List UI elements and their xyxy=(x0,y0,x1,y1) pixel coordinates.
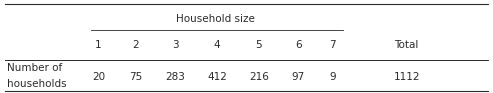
Text: 5: 5 xyxy=(255,40,262,50)
Text: 6: 6 xyxy=(295,40,302,50)
Text: households: households xyxy=(7,79,67,89)
Text: 1112: 1112 xyxy=(393,72,420,82)
Text: 97: 97 xyxy=(292,72,305,82)
Text: 1: 1 xyxy=(95,40,102,50)
Text: 75: 75 xyxy=(129,72,142,82)
Text: 9: 9 xyxy=(329,72,336,82)
Text: 412: 412 xyxy=(207,72,227,82)
Text: 3: 3 xyxy=(172,40,178,50)
Text: 216: 216 xyxy=(249,72,269,82)
Text: 2: 2 xyxy=(132,40,139,50)
Text: 4: 4 xyxy=(213,40,220,50)
Text: 20: 20 xyxy=(92,72,105,82)
Text: 283: 283 xyxy=(165,72,185,82)
Text: 7: 7 xyxy=(329,40,336,50)
Text: Total: Total xyxy=(394,40,419,50)
Text: Number of: Number of xyxy=(7,63,63,73)
Text: Household size: Household size xyxy=(176,14,255,24)
